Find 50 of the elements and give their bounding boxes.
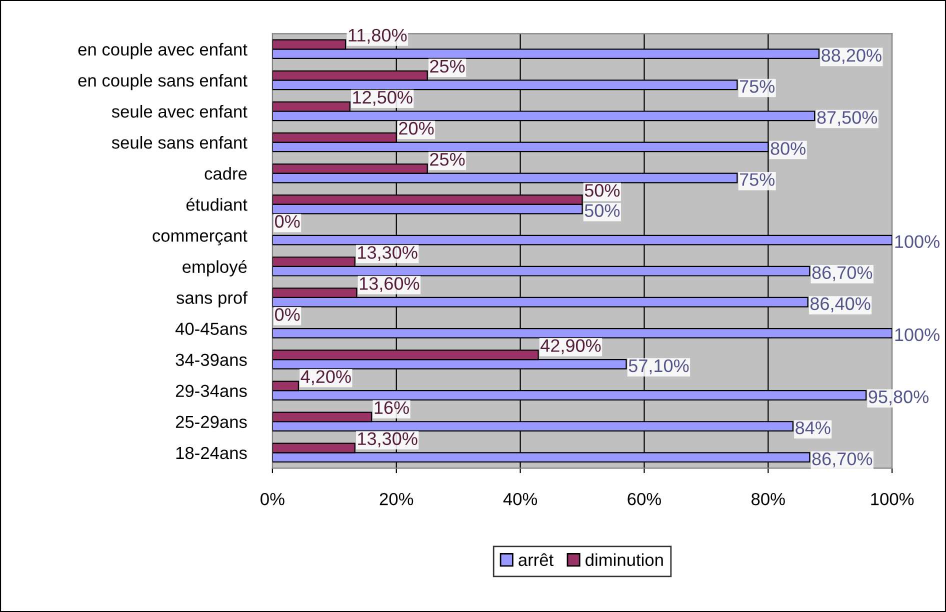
x-tick-label: 100% [871, 492, 914, 506]
legend-label: diminution [586, 553, 663, 566]
y-tick-label: cadre [204, 167, 247, 180]
data-label: 11,80% [348, 28, 407, 44]
y-tick-label: 29-34ans [176, 384, 247, 398]
y-tick-label: employé [182, 260, 247, 276]
data-label: 50% [584, 204, 620, 217]
data-label: 12,50% [353, 90, 412, 106]
y-tick-label: seule sans enfant [112, 136, 248, 149]
y-tick-label: étudiant [186, 198, 248, 211]
data-label: 86,70% [812, 452, 872, 468]
y-tick-label: en couple sans enfant [78, 74, 248, 90]
data-label: 0% [275, 308, 300, 321]
data-label: 50% [584, 184, 620, 197]
data-label: 87,50% [817, 111, 878, 126]
y-tick-label: commerçant [152, 230, 248, 246]
x-tick-label: 80% [752, 492, 785, 506]
data-label: 84% [796, 421, 830, 434]
x-tick-label: 40% [503, 492, 538, 506]
y-tick-label: 25-29ans [176, 416, 247, 428]
data-label: 42,90% [540, 339, 601, 354]
data-label: 4,20% [300, 370, 351, 386]
x-tick-label: 60% [628, 492, 661, 506]
data-label: 25% [430, 60, 465, 73]
y-tick-label: 40-45ans [175, 322, 247, 335]
data-label: 25% [430, 152, 465, 166]
y-tick-label: sans prof [176, 291, 248, 308]
x-tick-label: 20% [380, 492, 414, 506]
data-label: 80% [770, 142, 806, 155]
x-tick-label: 0% [260, 492, 284, 506]
data-label: 13,60% [360, 277, 420, 292]
data-label: 75% [740, 80, 775, 93]
data-label: 95,80% [868, 390, 929, 406]
legend-label: arrêt [518, 553, 554, 566]
data-label: 86,40% [810, 297, 870, 312]
data-label: 16% [374, 401, 409, 414]
y-tick-label: en couple avec enfant [78, 42, 248, 60]
data-label: 13,30% [358, 432, 418, 448]
y-tick-label: 18-24ans [176, 446, 247, 460]
data-label: 100% [895, 235, 940, 248]
data-label: 75% [740, 173, 775, 186]
data-label: 86,70% [812, 266, 872, 282]
data-label: 57,10% [628, 359, 689, 374]
data-label: 0% [275, 215, 300, 228]
data-label: 100% [895, 328, 940, 342]
data-label: 13,30% [358, 246, 418, 262]
data-label: 88,20% [822, 49, 882, 64]
y-tick-label: seule avec enfant [112, 104, 248, 118]
data-label: 20% [399, 122, 434, 135]
y-tick-label: 34-39ans [176, 354, 247, 366]
